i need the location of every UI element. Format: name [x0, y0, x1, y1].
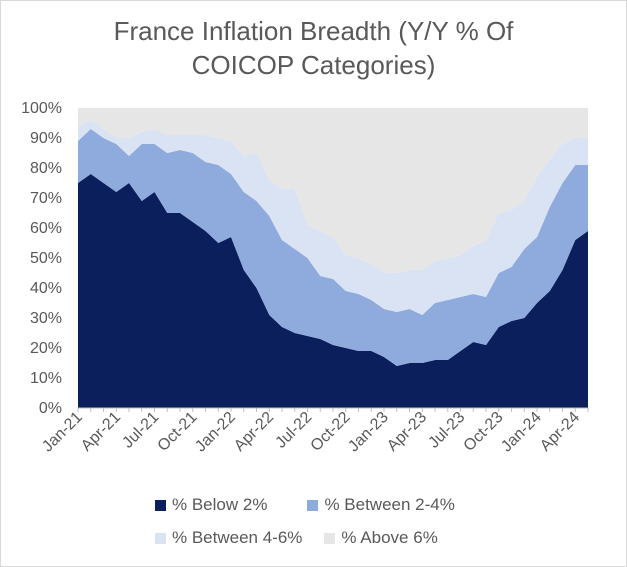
area-series-between-2-4 [78, 129, 588, 366]
y-tick-label: 10% [30, 370, 62, 387]
area-series-between-4-6 [78, 120, 588, 315]
y-tick-label: 100% [21, 100, 62, 117]
legend-label-between-4-6: % Between 4-6% [172, 528, 303, 547]
chart-title-line-1: France Inflation Breadth (Y/Y % Of [113, 16, 514, 46]
y-tick-label: 90% [30, 130, 62, 147]
legend-row-1: % Below 2% % Between 2-4% [155, 495, 477, 515]
area-series-above-6 [78, 108, 588, 273]
legend-label-between-2-4: % Between 2-4% [324, 495, 455, 514]
y-tick-label: 20% [30, 340, 62, 357]
legend-label-above-6: % Above 6% [341, 528, 438, 547]
x-tick-label: Apr-23 [384, 409, 430, 455]
x-tick-label: Jan-22 [192, 409, 239, 456]
legend-swatch-between-4-6 [155, 532, 166, 544]
y-tick-label: 0% [39, 400, 62, 417]
y-tick-label: 80% [30, 160, 62, 177]
legend-item-above-6: % Above 6% [324, 528, 438, 548]
y-tick-label: 30% [30, 310, 62, 327]
legend-swatch-above-6 [324, 532, 336, 544]
chart-title-line-2: COICOP Categories) [191, 50, 436, 80]
legend-label-below-2: % Below 2% [172, 495, 268, 514]
x-tick-label: Apr-21 [78, 409, 124, 455]
legend-swatch-between-2-4 [307, 499, 319, 511]
y-tick-label: 70% [30, 190, 62, 207]
area-series-below-2 [78, 174, 588, 408]
y-tick-label: 60% [30, 220, 62, 237]
legend-item-between-4-6: % Between 4-6% [155, 528, 302, 548]
y-tick-label: 40% [30, 280, 62, 297]
x-tick-label: Oct-23 [461, 409, 507, 455]
legend-item-between-2-4: % Between 2-4% [307, 495, 455, 515]
x-tick-label: Oct-21 [155, 409, 201, 455]
legend-item-below-2: % Below 2% [155, 495, 267, 515]
y-tick-label: 50% [30, 250, 62, 267]
legend-swatch-below-2 [155, 499, 166, 511]
chart-title: France Inflation Breadth (Y/Y % Of COICO… [0, 14, 627, 82]
x-tick-label: Oct-22 [308, 409, 354, 455]
x-tick-label: Apr-24 [537, 409, 583, 455]
x-tick-label: Apr-22 [231, 409, 277, 455]
x-tick-label: Jan-23 [345, 409, 392, 456]
legend-row-2: % Between 4-6% % Above 6% [155, 528, 460, 548]
x-tick-label: Jan-24 [498, 409, 545, 456]
stacked-area-chart: 0%10%20%30%40%50%60%70%80%90%100%Jan-21A… [21, 100, 589, 456]
